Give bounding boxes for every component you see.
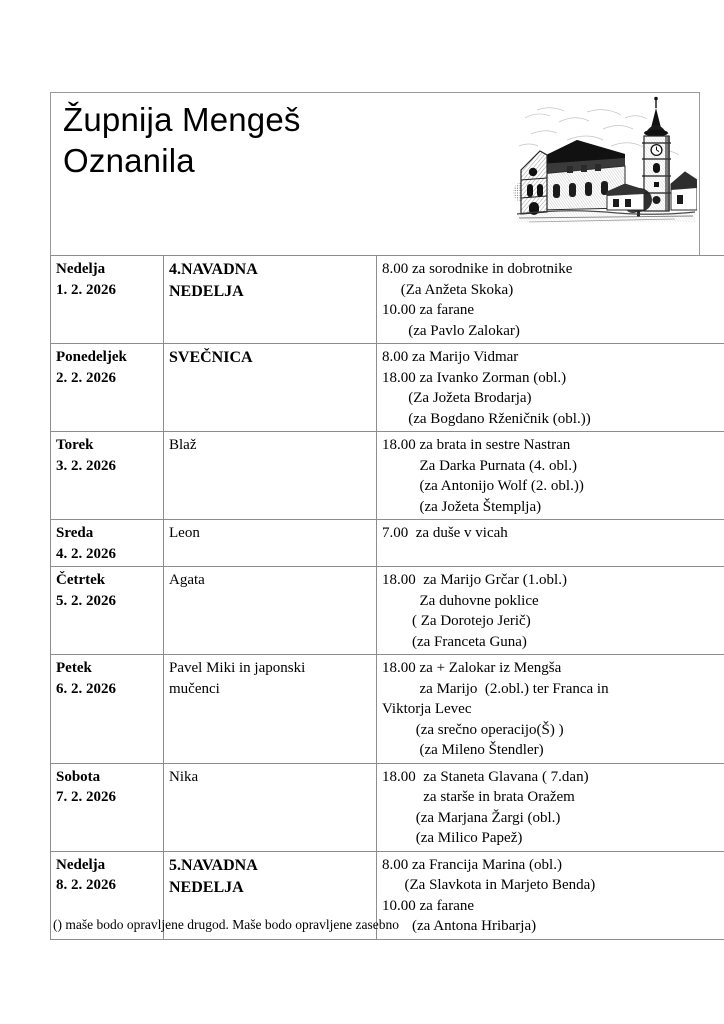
cell-masses: 18.00 za + Zalokar iz Mengša za Marijo (… [376,654,724,764]
cell-feast: Agata [163,566,377,655]
table-row: Ponedeljek 2. 2. 2026 SVEČNICA 8.00 za M… [50,343,724,432]
table-row: Nedelja 1. 2. 2026 4.NAVADNA NEDELJA 8.0… [50,255,724,344]
cell-masses: 7.00 za duše v vicah [376,519,724,567]
cell-masses: 8.00 za Marijo Vidmar 18.00 za Ivanko Zo… [376,343,724,432]
announcement-sheet: Župnija Mengeš Oznanila [50,92,724,940]
table-row: Torek 3. 2. 2026 Blaž 18.00 za brata in … [50,431,724,520]
cell-day: Nedelja 1. 2. 2026 [50,255,164,344]
table-row: Nedelja 8. 2. 2026 5.NAVADNA NEDELJA 8.0… [50,850,724,940]
cell-day: Sreda 4. 2. 2026 [50,519,164,567]
table-row: Četrtek 5. 2. 2026 Agata 18.00 za Marijo… [50,566,724,655]
table-row: Petek 6. 2. 2026 Pavel Miki in japonski … [50,654,724,764]
table-body: Nedelja 1. 2. 2026 4.NAVADNA NEDELJA 8.0… [50,255,724,940]
cell-feast: Nika [163,762,377,852]
cell-masses: 18.00 za brata in sestre Nastran Za Dark… [376,431,724,520]
cell-masses: 18.00 za Marijo Grčar (1.obl.) Za duhovn… [376,566,724,655]
page-title: Župnija Mengeš Oznanila [63,101,301,179]
cell-day: Petek 6. 2. 2026 [50,654,164,764]
cell-feast: Pavel Miki in japonski mučenci [163,654,377,764]
cell-day: Nedelja 8. 2. 2026 [50,850,164,940]
cell-masses: 18.00 za Staneta Glavana ( 7.dan) za sta… [376,762,724,852]
cell-feast: Blaž [163,431,377,520]
church-illustration-icon [507,96,698,231]
cell-feast: 5.NAVADNA NEDELJA [163,850,377,940]
footnote-text: () maše bodo opravljene drugod. Maše bod… [53,917,400,932]
cell-day: Ponedeljek 2. 2. 2026 [50,343,164,432]
mass-schedule-table: Nedelja 1. 2. 2026 4.NAVADNA NEDELJA 8.0… [50,255,724,940]
cell-day: Torek 3. 2. 2026 [50,431,164,520]
table-row: Sobota 7. 2. 2026 Nika 18.00 za Staneta … [50,762,724,852]
cell-day: Četrtek 5. 2. 2026 [50,566,164,655]
header-block: Župnija Mengeš Oznanila [50,92,700,255]
cell-feast: Leon [163,519,377,567]
cell-masses: 8.00 za sorodnike in dobrotnike (Za Anže… [376,255,724,344]
cell-feast: 4.NAVADNA NEDELJA [163,255,377,344]
cell-feast: SVEČNICA [163,343,377,432]
table-row: Sreda 4. 2. 2026 Leon 7.00 za duše v vic… [50,519,724,567]
cell-day: Sobota 7. 2. 2026 [50,762,164,852]
cell-masses: 8.00 za Francija Marina (obl.) (Za Slavk… [376,850,724,940]
